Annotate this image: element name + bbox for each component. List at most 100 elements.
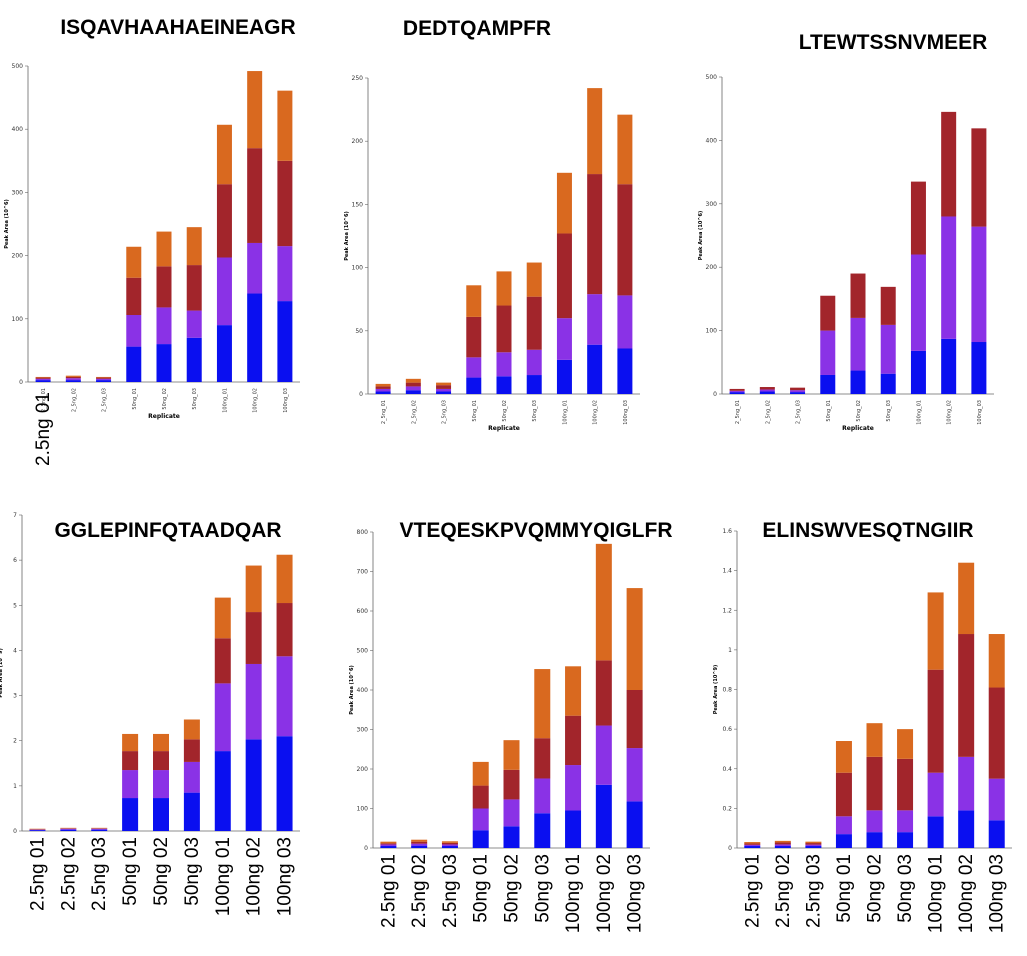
y-axis-label: Peak Area (10^6) — [349, 665, 355, 715]
bar-segment — [744, 843, 761, 845]
bar-segment — [617, 114, 633, 185]
y-tick-label: 600 — [357, 608, 369, 615]
bar-segment — [941, 111, 957, 217]
bar-segment — [186, 265, 202, 311]
y-tick-label: 800 — [357, 529, 369, 536]
y-tick-label: 1 — [13, 783, 17, 790]
bar-segment — [472, 761, 489, 786]
x-tick-label: 100ng_03 — [977, 400, 983, 425]
y-tick-label: 150 — [352, 201, 364, 208]
x-tick-label: 100ng 02 — [956, 854, 977, 933]
bar-segment — [587, 88, 603, 175]
x-tick-label: 100ng_02 — [947, 400, 953, 425]
x-tick-label: 50ng_03 — [532, 400, 538, 422]
bar-segment — [245, 663, 262, 740]
bar-segment — [472, 808, 489, 831]
bar-segment — [850, 317, 866, 371]
bar-segment — [186, 337, 202, 382]
y-tick-label: 700 — [357, 569, 369, 576]
x-tick-label: 2.5ng 02 — [58, 837, 79, 911]
bar-segment — [466, 357, 482, 378]
y-tick-label: 400 — [12, 126, 24, 133]
bar-segment — [866, 756, 883, 811]
y-tick-label: 100 — [12, 316, 24, 323]
bar-segment — [866, 832, 883, 848]
bar-segment — [277, 160, 293, 247]
x-tick-label: 50ng_01 — [472, 400, 478, 422]
bar-segment — [565, 666, 582, 716]
bar-segment — [35, 378, 51, 381]
bar-segment — [941, 338, 957, 394]
bar-segment — [880, 324, 896, 374]
bar-segment — [186, 310, 202, 338]
x-tick-label: 50ng 02 — [502, 854, 523, 923]
bar-segment — [897, 758, 914, 811]
bar-segment — [941, 216, 957, 339]
bar-segment — [958, 756, 975, 811]
bar-segment — [971, 128, 987, 227]
bar-segment — [153, 798, 169, 831]
bar-segment — [276, 554, 293, 604]
y-tick-label: 0.2 — [722, 805, 732, 812]
bar-segment — [436, 385, 452, 389]
y-tick-label: 200 — [706, 264, 718, 271]
x-tick-label: 100ng 02 — [244, 837, 265, 916]
bar-segment — [214, 751, 231, 831]
bar-segment — [774, 842, 791, 845]
x-tick-label: 100ng_01 — [562, 400, 568, 425]
bar-segment — [496, 305, 512, 353]
bar-segment — [405, 386, 421, 391]
bar-segment — [805, 843, 822, 845]
y-axis-label: Peak Area (10^6) — [4, 199, 10, 249]
bar-segment — [988, 820, 1005, 848]
y-tick-label: 0 — [359, 391, 363, 398]
y-tick-label: 200 — [357, 766, 369, 773]
y-tick-label: 300 — [357, 727, 369, 734]
bar-segment — [556, 172, 572, 234]
bar-segment — [503, 799, 520, 827]
bar-segment — [626, 801, 643, 848]
bar-segment — [534, 813, 551, 848]
x-tick-label: 100ng 03 — [987, 854, 1008, 933]
y-tick-label: 100 — [706, 328, 718, 335]
bar-segment — [897, 729, 914, 759]
x-tick-label: 50ng_01 — [132, 388, 138, 410]
y-axis-label: Peak Area (10^6) — [344, 211, 350, 261]
chart-title: ELINSWVESQTNGIIR — [762, 519, 973, 542]
bar-segment — [880, 373, 896, 394]
x-tick-label: 2_5ng_03 — [442, 400, 448, 424]
x-tick-label: 50ng 02 — [865, 854, 886, 923]
bar-segment — [183, 792, 200, 831]
x-tick-label: 100ng_01 — [222, 388, 228, 413]
chart-panel-1: ISQAVHAAHAEINEAGR 0 100 200 300 400 500 Peak Ar… — [4, 16, 300, 466]
bar-segment — [126, 277, 142, 316]
bar-segment — [626, 690, 643, 749]
y-tick-label: 1.4 — [722, 568, 732, 575]
bar-segment — [790, 392, 806, 394]
bar-segment — [958, 634, 975, 757]
bar-segment — [247, 293, 263, 382]
bar-segment — [820, 330, 836, 375]
x-tick-label: 2_5ng_03 — [796, 400, 802, 424]
bar-segment — [122, 733, 139, 752]
x-tick-label: 100ng_02 — [593, 400, 599, 425]
bar-segment — [927, 669, 944, 773]
bar-segment — [122, 770, 139, 799]
bar-segment — [820, 374, 836, 394]
bar-segment — [411, 839, 428, 842]
y-tick-label: 200 — [12, 253, 24, 260]
bar-segment — [472, 785, 489, 809]
x-tick-label: 2_5ng_02 — [71, 388, 77, 412]
bar-segment — [988, 634, 1005, 688]
y-tick-label: 0.4 — [722, 766, 732, 773]
bar-segment — [835, 772, 852, 817]
x-tick-label: 2_5ng_01 — [381, 400, 387, 424]
bar-segment — [96, 380, 112, 382]
bar-segment — [729, 392, 745, 394]
y-tick-label: 400 — [706, 137, 718, 144]
bar-segment — [35, 380, 51, 382]
bar-segment — [380, 841, 397, 844]
y-tick-label: 0 — [13, 828, 17, 835]
bar-segment — [276, 656, 293, 737]
